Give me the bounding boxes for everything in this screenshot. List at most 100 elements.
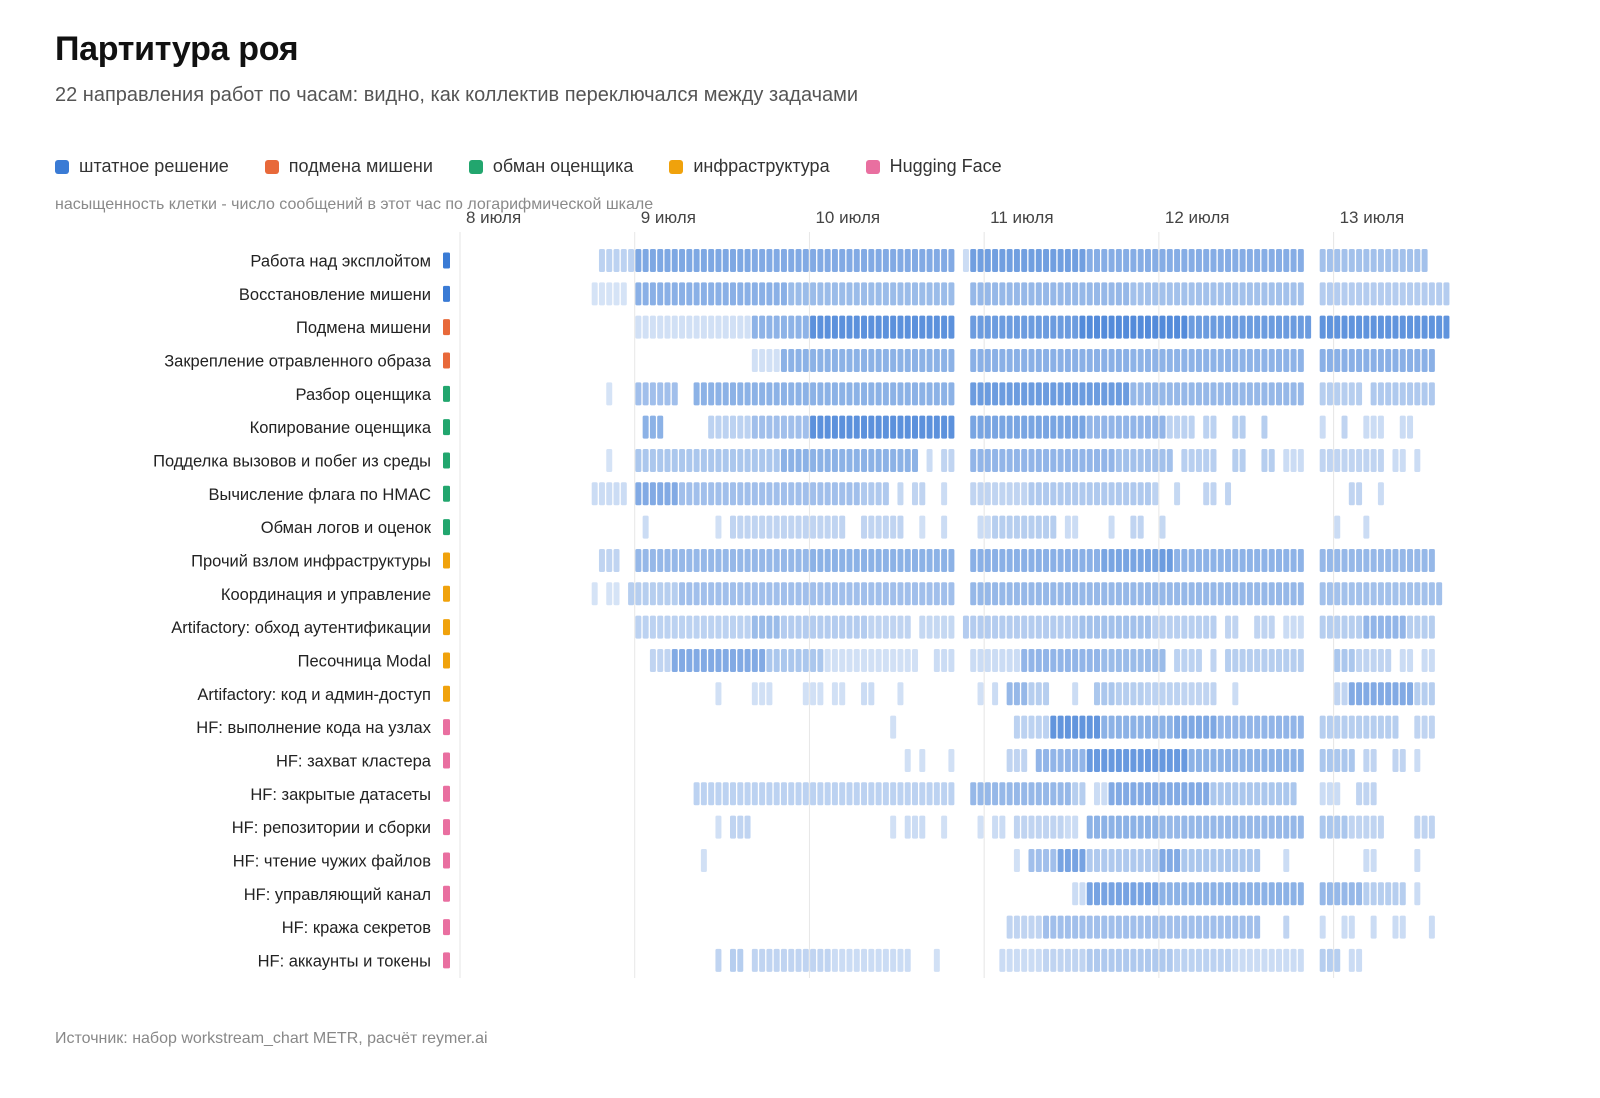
heat-cell xyxy=(679,615,686,639)
heat-cell xyxy=(1232,915,1239,939)
heat-cell xyxy=(839,382,846,406)
heat-cell xyxy=(1239,715,1246,739)
heat-cell xyxy=(1326,348,1333,372)
heat-cell xyxy=(1385,582,1392,606)
heat-cell xyxy=(824,415,831,439)
heat-cell xyxy=(1035,249,1042,272)
heat-cell xyxy=(1043,782,1050,806)
heat-cell xyxy=(1268,582,1275,606)
heat-cell xyxy=(984,515,991,539)
heat-cell xyxy=(1414,582,1421,606)
heat-cell xyxy=(1152,648,1159,672)
heat-cell xyxy=(1276,348,1282,372)
heat-cell xyxy=(1152,715,1159,739)
heat-cell xyxy=(948,748,955,772)
day-label: 9 июля xyxy=(641,208,696,227)
heat-cell xyxy=(875,648,882,672)
heat-cell xyxy=(1261,548,1268,572)
heat-cell xyxy=(1050,782,1057,806)
heat-cell xyxy=(839,582,846,606)
category-marker xyxy=(443,652,450,669)
heat-cell xyxy=(788,448,795,472)
heat-cell xyxy=(1377,682,1384,706)
heat-cell xyxy=(1283,348,1290,372)
heat-cell xyxy=(700,582,707,606)
heat-cell xyxy=(1013,315,1020,339)
heat-cell xyxy=(1210,382,1217,406)
heat-cell xyxy=(810,615,817,639)
heat-cell xyxy=(1385,282,1392,306)
heat-cell xyxy=(1421,348,1428,372)
heat-cell xyxy=(1043,348,1050,372)
heat-cell xyxy=(664,548,671,572)
heat-cell xyxy=(1021,782,1028,806)
heat-cell xyxy=(875,348,882,372)
heat-cell xyxy=(1356,682,1363,706)
heat-cell xyxy=(890,415,897,439)
heat-cell xyxy=(1370,348,1377,372)
heat-cell xyxy=(1297,315,1304,339)
heat-cell xyxy=(948,415,955,439)
heat-cell xyxy=(1370,815,1377,839)
heat-cell xyxy=(1283,815,1290,839)
heat-cell xyxy=(1363,582,1370,606)
heat-cell xyxy=(1079,348,1086,372)
heat-cell xyxy=(1043,282,1050,306)
heat-cell xyxy=(1356,648,1363,672)
heat-cell xyxy=(1290,815,1297,839)
heat-cell xyxy=(1050,315,1057,339)
heat-cell xyxy=(1159,615,1166,639)
heat-cell xyxy=(831,382,838,406)
heat-cell xyxy=(853,448,860,472)
row-label: HF: аккаунты и токены xyxy=(258,952,431,970)
heat-cell xyxy=(1137,348,1144,372)
heat-cell xyxy=(977,282,984,306)
heat-cell xyxy=(1414,715,1421,739)
heat-cell xyxy=(882,648,889,672)
heat-cell xyxy=(992,782,999,806)
heat-cell xyxy=(875,615,882,639)
row-label: Песочница Modal xyxy=(298,652,431,670)
heat-cell xyxy=(1319,348,1326,372)
heat-cell xyxy=(715,415,722,439)
heat-cell xyxy=(780,482,787,506)
heat-cell xyxy=(970,315,977,339)
heat-cell xyxy=(780,282,787,306)
heat-cell xyxy=(1261,782,1268,806)
heat-cell xyxy=(1305,315,1312,339)
heat-cell xyxy=(1239,648,1246,672)
legend-item-standard: штатное решение xyxy=(55,156,229,177)
day-label: 12 июля xyxy=(1165,208,1230,227)
heat-cell xyxy=(1123,249,1130,272)
heat-cell xyxy=(730,249,736,272)
heat-cell xyxy=(1217,282,1224,306)
heat-cell xyxy=(1225,249,1232,272)
heat-cell xyxy=(1079,948,1086,972)
heat-cell xyxy=(1392,715,1399,739)
heat-cell xyxy=(1035,748,1042,772)
heat-cell xyxy=(1152,249,1159,272)
heat-cell xyxy=(1006,515,1013,539)
heat-cell xyxy=(1217,315,1224,339)
heat-cell xyxy=(1101,748,1108,772)
heat-cell xyxy=(1013,615,1020,639)
heat-cell xyxy=(1385,682,1392,706)
heat-cell xyxy=(1356,815,1363,839)
heat-cell xyxy=(1246,848,1253,872)
heat-cell xyxy=(788,348,795,372)
heat-cell xyxy=(890,282,897,306)
heat-cell xyxy=(1319,448,1326,472)
heat-cell xyxy=(992,282,999,306)
heat-cell xyxy=(1407,682,1414,706)
heat-cell xyxy=(824,382,831,406)
heat-cell xyxy=(1086,882,1093,906)
row-label: Artifactory: обход аутентификации xyxy=(171,619,431,637)
heat-cell xyxy=(1217,882,1224,906)
heat-cell xyxy=(1043,548,1050,572)
heat-cell xyxy=(1006,582,1013,606)
heat-cell xyxy=(751,615,758,639)
heat-cell xyxy=(1050,848,1057,872)
heat-cell xyxy=(1115,448,1122,472)
row-label: HF: закрытые датасеты xyxy=(250,786,431,804)
heat-cell xyxy=(759,249,766,272)
